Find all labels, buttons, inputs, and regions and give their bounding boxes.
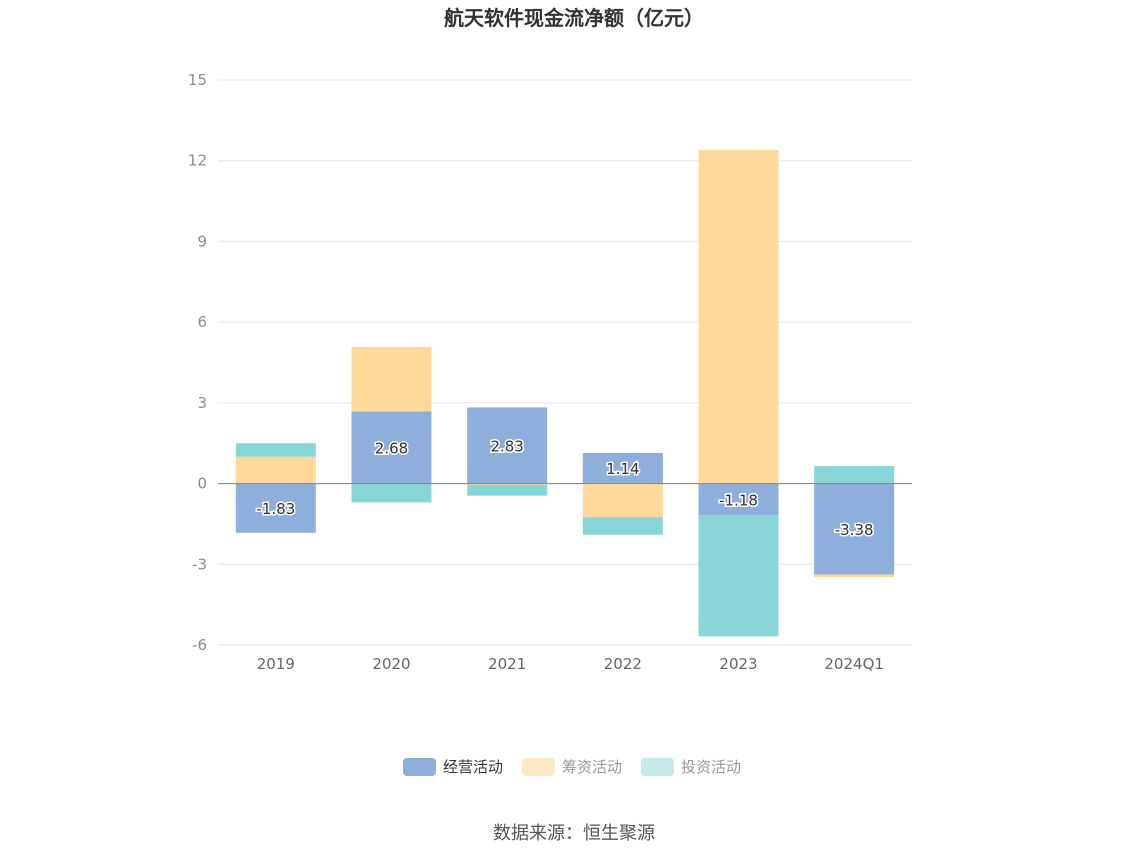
bar-operating-2019[interactable] xyxy=(235,483,316,533)
y-axis: 15 12 9 6 3 0 -3 -6 xyxy=(188,71,207,654)
bar-investing-2020[interactable] xyxy=(351,483,432,503)
y-tick-label: 6 xyxy=(197,313,207,331)
bar-operating-2020[interactable] xyxy=(351,411,432,484)
legend[interactable]: 经营活动 筹资活动 投资活动 xyxy=(403,758,741,776)
legend-label: 投资活动 xyxy=(681,758,741,776)
y-tick-label: 3 xyxy=(197,394,207,412)
y-tick-label: -3 xyxy=(192,555,207,573)
x-tick-label: 2021 xyxy=(488,655,526,673)
legend-swatch xyxy=(522,758,555,776)
x-axis: 2019 2020 2021 2022 2023 2024Q1 xyxy=(257,655,884,673)
bar-financing-2024Q1[interactable] xyxy=(814,574,895,578)
y-tick-label: 12 xyxy=(188,152,207,170)
bars xyxy=(235,149,895,637)
bar-financing-2019[interactable] xyxy=(235,456,316,484)
x-tick-label: 2022 xyxy=(604,655,642,673)
grid-lines xyxy=(218,79,912,646)
bar-investing-2023[interactable] xyxy=(698,515,779,637)
data-label: 1.14 xyxy=(606,460,639,478)
x-tick-label: 2019 xyxy=(257,655,295,673)
x-tick-label: 2020 xyxy=(372,655,410,673)
bar-financing-2022[interactable] xyxy=(582,483,663,518)
bar-operating-2021[interactable] xyxy=(467,407,548,484)
bar-investing-2024Q1[interactable] xyxy=(814,466,895,484)
data-label: -3.38 xyxy=(835,521,874,539)
y-tick-label: -6 xyxy=(192,636,207,654)
x-tick-label: 2023 xyxy=(719,655,757,673)
legend-item-2[interactable]: 投资活动 xyxy=(641,758,741,776)
legend-label: 筹资活动 xyxy=(562,758,622,776)
data-label: -1.18 xyxy=(719,491,758,509)
x-tick-label: 2024Q1 xyxy=(824,655,884,673)
data-labels: -1.83 2.68 2.83 1.14 -1.18 -3.38 xyxy=(255,436,875,541)
bar-financing-2023[interactable] xyxy=(698,149,779,484)
legend-swatch xyxy=(641,758,674,776)
bar-financing-2021[interactable] xyxy=(467,483,548,485)
bar-investing-2019[interactable] xyxy=(235,443,316,457)
legend-label: 经营活动 xyxy=(443,758,503,776)
legend-item-1[interactable]: 筹资活动 xyxy=(522,758,622,776)
bar-financing-2020[interactable] xyxy=(351,346,432,412)
bar-investing-2022[interactable] xyxy=(582,517,663,535)
bar-operating-2022[interactable] xyxy=(582,452,663,484)
y-tick-label: 9 xyxy=(197,232,207,250)
legend-item-0[interactable]: 经营活动 xyxy=(403,758,503,776)
data-label: 2.83 xyxy=(490,438,523,456)
chart-title: 航天软件现金流净额（亿元） xyxy=(444,6,704,30)
bar-operating-2023[interactable] xyxy=(698,483,779,516)
bar-investing-2021[interactable] xyxy=(467,484,548,496)
legend-swatch xyxy=(403,758,436,776)
y-tick-label: 15 xyxy=(188,71,207,89)
data-label: -1.83 xyxy=(256,500,295,518)
bar-operating-2024Q1[interactable] xyxy=(814,483,895,575)
y-tick-label: 0 xyxy=(197,475,207,493)
data-label: 2.68 xyxy=(375,440,408,458)
source-note: 数据来源：恒生聚源 xyxy=(493,823,655,844)
